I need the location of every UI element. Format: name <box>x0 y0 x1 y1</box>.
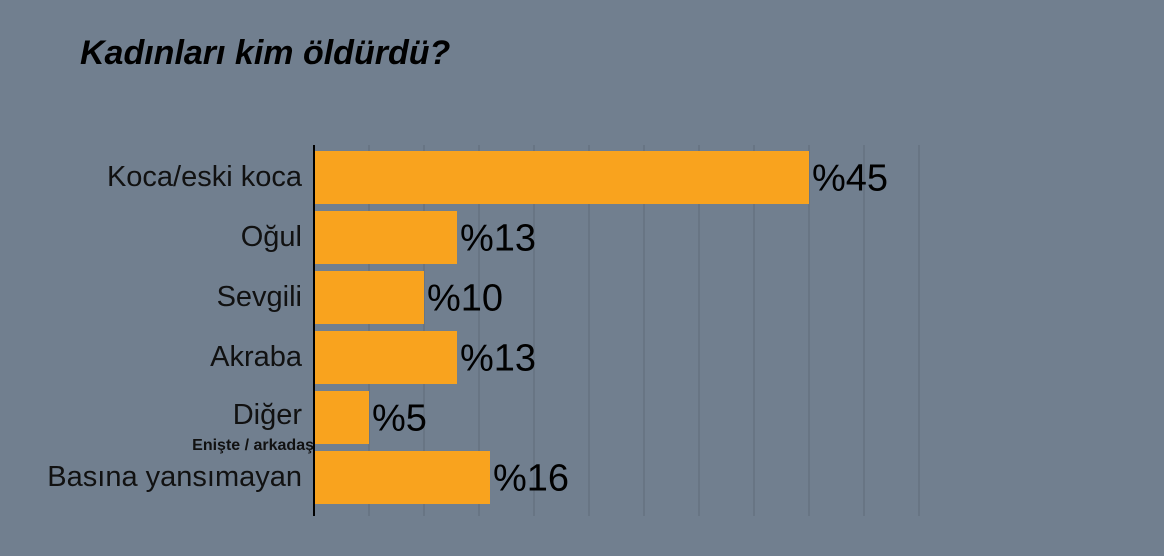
category-note-diger: Enişte / arkadaş <box>192 437 314 454</box>
bar <box>314 331 457 384</box>
category-label-diger: Diğer <box>232 399 302 431</box>
category-label-akraba: Akraba <box>210 341 302 373</box>
chart-title: Kadınları kim öldürdü? <box>80 34 451 72</box>
value-label: %10 <box>427 278 503 320</box>
value-label: %13 <box>460 218 536 260</box>
bar <box>314 151 809 204</box>
bar <box>314 211 457 264</box>
bar <box>314 391 369 444</box>
bar <box>314 271 424 324</box>
value-label: %45 <box>812 158 888 200</box>
value-label: %13 <box>460 338 536 380</box>
value-label: %5 <box>372 398 427 440</box>
category-label-koca: Koca/eski koca <box>106 161 302 193</box>
value-label: %16 <box>493 458 569 500</box>
category-label-basina: Basına yansımayan <box>47 461 302 493</box>
category-label-ogul: Oğul <box>240 221 302 253</box>
category-label-sevgili: Sevgili <box>216 281 302 313</box>
bar <box>314 451 490 504</box>
